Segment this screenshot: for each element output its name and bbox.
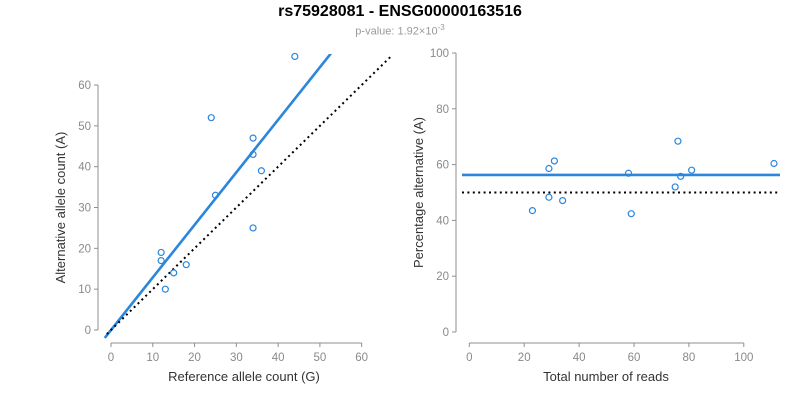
x-tick-label: 0 — [466, 352, 472, 364]
allele-counts-scatter: 0 10 20 30 40 50 60 0 10 20 30 40 50 60 Reference alle… — [53, 52, 391, 384]
y-tick-label: 40 — [78, 162, 91, 174]
pvalue-exponent: -3 — [437, 23, 445, 32]
fitted-allelic-ratio-line — [103, 54, 333, 339]
data-point — [157, 256, 165, 265]
data-point — [559, 196, 567, 205]
x-tick-label: 100 — [734, 352, 753, 364]
data-point — [624, 169, 633, 177]
data-point — [545, 193, 553, 201]
x-tick-label: 60 — [355, 352, 368, 364]
data-point — [674, 137, 682, 145]
x-tick-label: 80 — [683, 352, 696, 364]
data-point — [249, 150, 257, 159]
y-tick-label: 20 — [78, 243, 91, 255]
x-tick-label: 60 — [628, 352, 641, 364]
data-point — [249, 224, 257, 232]
data-point — [545, 164, 553, 173]
y-tick-label: 0 — [443, 327, 449, 339]
data-point — [688, 166, 696, 174]
y-tick-label: 40 — [436, 215, 449, 227]
x-axis-title: Total number of reads — [543, 369, 669, 384]
x-tick-label: 20 — [188, 352, 201, 364]
y-tick-label: 20 — [436, 271, 449, 283]
y-tick-label: 0 — [85, 325, 91, 337]
data-point — [550, 157, 558, 165]
figure-pvalue: p-value: 1.92×10-3 — [0, 23, 800, 38]
x-tick-label: 40 — [573, 352, 586, 364]
x-tick-label: 50 — [314, 352, 327, 364]
figure-title: rs75928081 - ENSG00000163516 — [278, 3, 522, 20]
y-tick-label: 100 — [430, 48, 449, 60]
identity-line — [106, 54, 391, 335]
x-tick-label: 40 — [272, 352, 285, 364]
data-point — [211, 191, 220, 199]
data-point — [627, 210, 635, 218]
x-tick-label: 30 — [230, 352, 243, 364]
data-point — [291, 52, 299, 61]
data-point — [157, 248, 165, 257]
y-tick-label: 30 — [78, 203, 91, 215]
data-point — [182, 261, 190, 269]
x-tick-label: 20 — [518, 352, 531, 364]
data-point — [257, 167, 266, 175]
y-axis-title: Alternative allele count (A) — [53, 132, 68, 284]
data-point — [677, 172, 685, 180]
data-point — [249, 134, 257, 142]
percentage-vs-coverage-scatter: 0 20 40 60 80 100 0 20 40 60 80 100 Total number of … — [411, 48, 780, 384]
y-tick-label: 60 — [78, 80, 91, 92]
y-tick-label: 10 — [78, 284, 91, 296]
pvalue-text: p-value: 1.92×10 — [355, 25, 438, 38]
x-axis-title: Reference allele count (G) — [168, 369, 320, 384]
data-point — [161, 285, 169, 293]
y-tick-label: 80 — [436, 104, 449, 116]
x-tick-label: 0 — [108, 352, 114, 364]
y-tick-label: 50 — [78, 121, 91, 133]
data-point — [170, 269, 178, 277]
x-tick-label: 10 — [146, 352, 159, 364]
data-point — [671, 183, 679, 191]
data-point — [528, 207, 537, 215]
y-tick-label: 60 — [436, 160, 449, 172]
data-point — [207, 114, 215, 122]
y-axis-title: Percentage alternative (A) — [411, 117, 426, 268]
data-point — [770, 159, 778, 168]
